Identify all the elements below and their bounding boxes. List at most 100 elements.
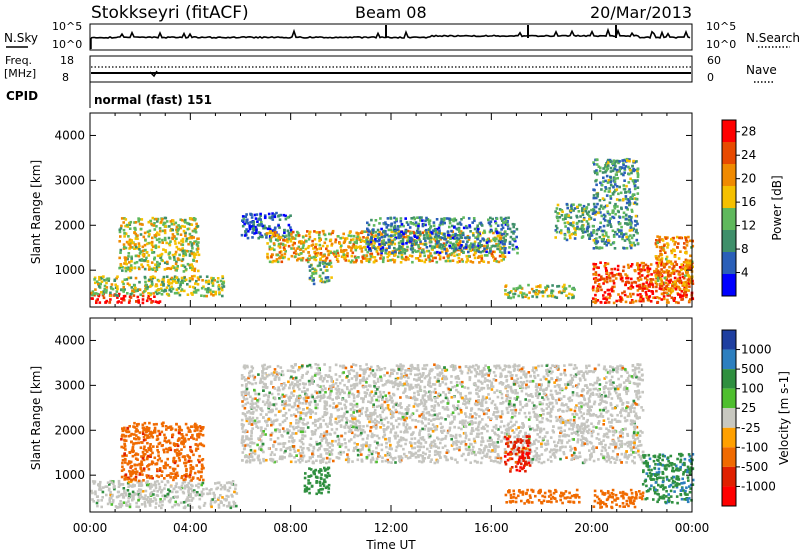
power-cell [615, 160, 618, 163]
velocity-cell [130, 478, 134, 482]
power-cell [427, 249, 431, 253]
power-cell [129, 296, 133, 299]
power-cell [435, 218, 439, 221]
power-cell [483, 229, 486, 233]
power-cell [180, 288, 184, 291]
velocity-cell [169, 476, 173, 479]
velocity-cell [142, 479, 145, 482]
power-cell [124, 224, 127, 228]
power-cell [179, 225, 182, 229]
power-cell [155, 268, 159, 271]
power-cell [148, 278, 151, 282]
velocity-cell [217, 506, 221, 509]
velocity-cell [142, 453, 146, 456]
power-cell [368, 258, 372, 261]
power-cell [120, 217, 124, 220]
power-cell [263, 214, 267, 217]
power-cell [145, 251, 149, 254]
velocity-cell [172, 487, 176, 491]
power-cell [667, 259, 671, 263]
power-cell [634, 299, 638, 303]
power-cell [297, 253, 301, 256]
power-cell [588, 217, 591, 221]
power-cell [319, 268, 323, 271]
power-cell [434, 232, 438, 236]
power-cell [180, 279, 184, 282]
power-cell [179, 218, 182, 221]
velocity-cell [153, 426, 157, 430]
velocity-cell [172, 443, 176, 446]
velocity-cell [124, 448, 127, 451]
velocity-cell [177, 431, 181, 434]
power-cell [397, 232, 401, 236]
power-cell [599, 226, 602, 229]
velocity-cell [136, 429, 139, 433]
velocity-cell [577, 416, 581, 420]
velocity-cell [227, 481, 231, 484]
power-cell [173, 275, 177, 278]
power-cell [605, 269, 608, 273]
velocity-cell [135, 492, 138, 496]
power-cell [610, 288, 613, 291]
power-cell [194, 289, 198, 292]
power-cell [141, 223, 144, 226]
power-cell [103, 284, 107, 288]
power-cell [284, 214, 287, 218]
velocity-cell [187, 492, 191, 495]
power-cell [448, 246, 452, 249]
power-cell [244, 231, 248, 235]
velocity-cell [147, 499, 151, 503]
velocity-cell [133, 484, 136, 487]
power-cell [656, 276, 660, 280]
power-cell [625, 246, 629, 250]
velocity-cell [128, 484, 132, 487]
power-cell [188, 285, 192, 288]
power-cell [399, 261, 403, 264]
power-cell [612, 233, 616, 237]
power-cell [272, 228, 276, 232]
power-cell [164, 249, 167, 252]
power-cell [609, 243, 613, 246]
power-cell [689, 254, 692, 258]
power-cell [525, 293, 528, 297]
power-cell [172, 278, 175, 281]
power-cell [148, 265, 151, 269]
power-cell [244, 230, 247, 233]
power-cell [480, 244, 483, 247]
power-cell [123, 262, 126, 265]
power-cell [389, 216, 392, 220]
power-cell [205, 280, 208, 284]
velocity-cell [93, 480, 97, 483]
power-cell [163, 229, 167, 232]
power-cell [189, 266, 192, 270]
power-cell [619, 167, 622, 171]
velocity-cell [149, 453, 153, 457]
power-cell [179, 233, 183, 236]
velocity-cell [189, 464, 193, 467]
velocity-cell [146, 476, 149, 479]
power-cell [685, 282, 689, 285]
power-cell [517, 294, 520, 298]
power-cell [115, 276, 118, 280]
power-cell [670, 262, 673, 266]
power-cell [165, 220, 169, 223]
power-cell [307, 238, 311, 241]
power-cell [631, 286, 635, 289]
power-cell [128, 283, 131, 287]
velocity-cell [90, 489, 93, 493]
power-cell [421, 224, 425, 228]
power-cell [124, 246, 128, 250]
power-cell [595, 246, 599, 250]
power-cell [367, 242, 371, 246]
velocity-cell [174, 472, 177, 475]
power-cell [678, 276, 682, 280]
power-cell [660, 285, 664, 288]
power-cell [449, 235, 453, 239]
power-cell [110, 283, 114, 286]
power-cell [186, 250, 190, 253]
power-cell [651, 283, 654, 287]
power-cell [444, 259, 448, 263]
power-cell [479, 250, 483, 254]
power-cell [629, 295, 633, 298]
velocity-cell [136, 458, 139, 461]
